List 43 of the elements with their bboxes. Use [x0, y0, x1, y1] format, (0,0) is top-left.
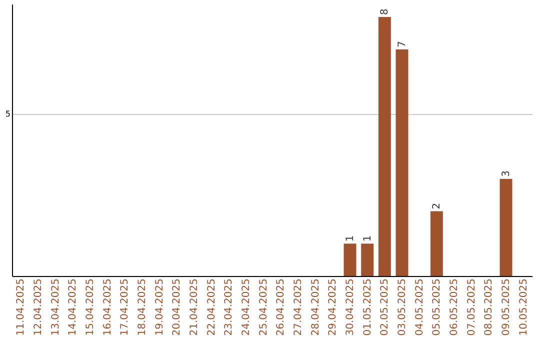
x-tick-label: 22.04.2025 — [206, 278, 218, 336]
x-tick-label: 21.04.2025 — [189, 278, 200, 336]
x-tick-label: 10.05.2025 — [518, 278, 530, 336]
bar — [344, 244, 356, 276]
x-tick-label: 03.05.2025 — [397, 278, 408, 336]
x-tick-label: 02.05.2025 — [380, 278, 391, 336]
bar — [500, 178, 512, 276]
x-tick-label: 08.05.2025 — [484, 278, 495, 336]
x-tick-label: 09.05.2025 — [501, 278, 512, 336]
x-tick-label: 28.04.2025 — [310, 278, 322, 336]
x-tick-label: 07.05.2025 — [466, 278, 478, 336]
x-tick-label: 13.04.2025 — [50, 278, 62, 336]
x-tick-label: 14.04.2025 — [68, 278, 79, 336]
x-tick-label: 17.04.2025 — [120, 278, 131, 336]
data-label: 1 — [345, 235, 356, 242]
x-tick-label: 12.04.2025 — [33, 278, 44, 336]
x-tick-label: 01.05.2025 — [362, 278, 374, 336]
x-tick-label: 05.05.2025 — [432, 278, 443, 336]
x-tick-label: 23.04.2025 — [224, 278, 235, 336]
bar — [361, 244, 374, 276]
x-tick-label: 19.04.2025 — [154, 278, 166, 336]
x-tick-label: 27.04.2025 — [293, 278, 304, 336]
x-tick-label: 29.04.2025 — [328, 278, 339, 336]
x-tick-label: 24.04.2025 — [241, 278, 252, 336]
x-tick-label: 30.04.2025 — [345, 278, 356, 336]
bar — [396, 49, 408, 276]
data-label: 8 — [380, 8, 391, 15]
data-label: 3 — [501, 170, 512, 177]
x-tick-label: 11.04.2025 — [16, 278, 27, 336]
data-label: 1 — [362, 235, 374, 242]
x-tick-label: 20.04.2025 — [172, 278, 183, 336]
bar — [430, 211, 443, 276]
x-tick-label: 15.04.2025 — [85, 278, 96, 336]
bar — [378, 16, 391, 276]
x-tick-label: 04.05.2025 — [414, 278, 426, 336]
y-tick-label: 5 — [5, 110, 10, 119]
x-tick-label: 18.04.2025 — [137, 278, 148, 336]
x-tick-label: 06.05.2025 — [449, 278, 460, 336]
x-tick-label: 25.04.2025 — [258, 278, 270, 336]
x-tick-label: 16.04.2025 — [102, 278, 114, 336]
data-label: 7 — [397, 40, 408, 48]
x-tick-label: 26.04.2025 — [276, 278, 287, 336]
data-label: 2 — [432, 202, 443, 210]
